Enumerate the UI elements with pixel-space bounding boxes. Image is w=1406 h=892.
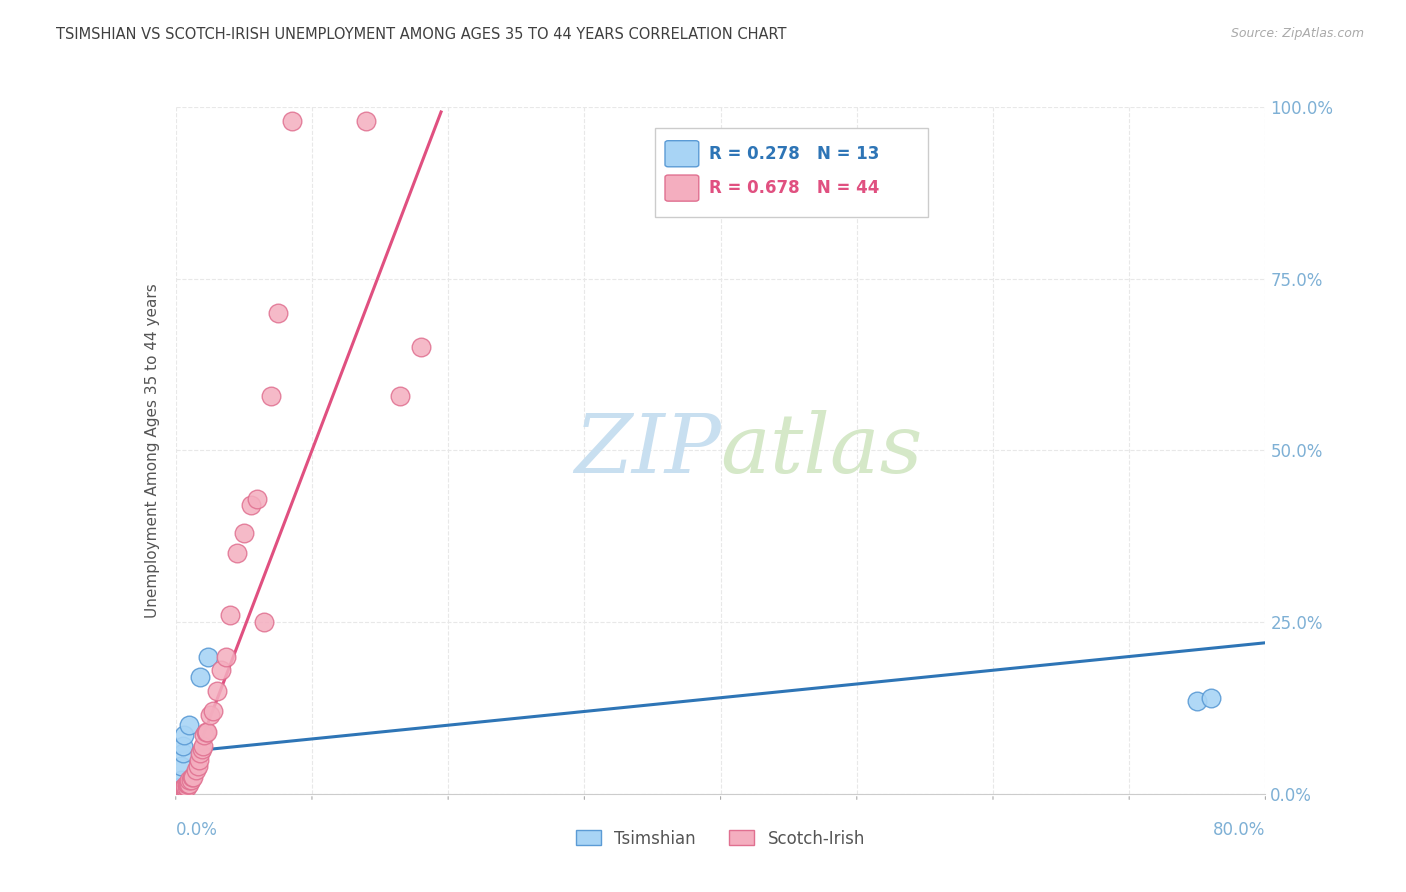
Point [174,781,197,796]
Point [183,770,205,784]
Text: TSIMSHIAN VS SCOTCH-IRISH UNEMPLOYMENT AMONG AGES 35 TO 44 YEARS CORRELATION CHA: TSIMSHIAN VS SCOTCH-IRISH UNEMPLOYMENT A… [56,27,787,42]
Point [186,763,208,777]
Point [280,113,302,128]
Point [187,753,209,767]
Point [389,388,412,402]
Point [188,670,211,684]
Text: 80.0%: 80.0% [1213,822,1265,839]
Point [172,782,194,797]
Point [167,785,190,799]
FancyBboxPatch shape [665,175,699,201]
Point [169,783,191,797]
FancyBboxPatch shape [655,128,928,217]
Point [205,683,228,698]
Point [174,779,197,793]
Point [232,525,254,540]
Point [180,773,202,788]
Point [169,783,191,797]
Point [188,746,211,760]
Point [1199,690,1222,705]
Point [176,780,198,794]
Text: atlas: atlas [721,410,922,491]
Point [172,746,194,760]
Text: R = 0.678   N = 44: R = 0.678 N = 44 [709,179,879,197]
Point [239,499,262,513]
Point [173,729,195,743]
Point [226,546,249,561]
FancyBboxPatch shape [665,141,699,167]
Point [209,663,232,677]
Point [198,707,221,722]
Point [409,340,432,354]
Point [177,776,200,790]
Point [246,491,269,506]
Point [173,782,195,797]
Point [215,649,238,664]
Point [172,783,194,797]
Point [173,780,195,794]
Point [169,784,191,798]
Point [181,770,204,784]
Text: ZIP: ZIP [574,410,721,491]
Point [201,705,224,719]
Y-axis label: Unemployment Among Ages 35 to 44 years: Unemployment Among Ages 35 to 44 years [145,283,160,618]
Point [356,113,378,128]
Point [253,615,276,630]
Point [170,759,193,773]
Text: Source: ZipAtlas.com: Source: ZipAtlas.com [1230,27,1364,40]
Point [179,776,201,790]
Point [170,782,193,797]
Point [1187,694,1209,708]
Point [179,773,201,788]
Point [197,649,219,664]
Point [195,725,218,739]
Text: 0.0%: 0.0% [176,822,218,839]
Text: R = 0.278   N = 13: R = 0.278 N = 13 [709,145,879,162]
Point [169,780,191,794]
Point [176,777,198,791]
Point [191,739,214,753]
Point [169,782,191,797]
Point [186,759,209,773]
Point [172,739,194,753]
Point [260,388,283,402]
Point [267,306,290,320]
Point [194,725,217,739]
Point [219,608,242,623]
Point [179,718,201,732]
Legend: Tsimshian, Scotch-Irish: Tsimshian, Scotch-Irish [569,823,872,855]
Point [190,742,212,756]
Point [170,773,193,788]
Point [169,785,191,799]
Point [193,729,215,743]
